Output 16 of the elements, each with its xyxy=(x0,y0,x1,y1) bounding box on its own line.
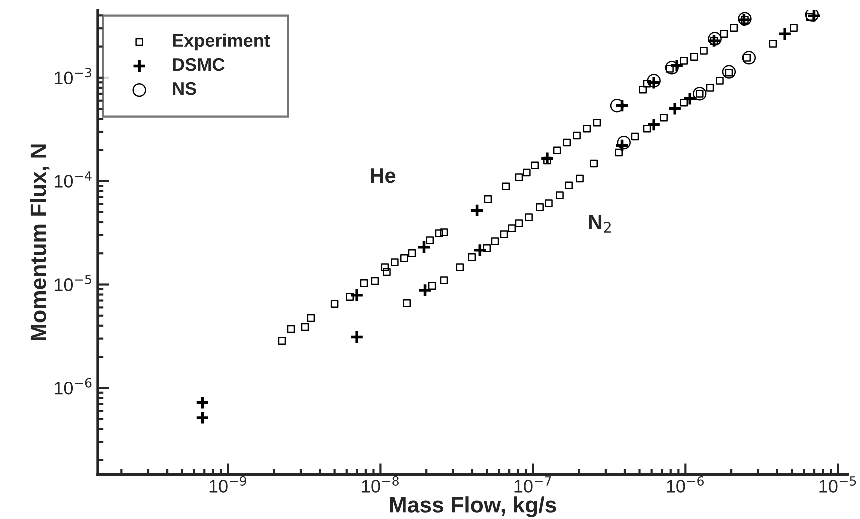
annotation: N$_{2}$ xyxy=(589,215,611,233)
y-tick-label: 10$^{−4}$ xyxy=(55,172,92,188)
y-axis-title: Momentum Flux, N xyxy=(30,144,50,341)
x-tick-label: 10$^{−6}$ xyxy=(667,476,704,493)
x-tick-label: 10$^{−9}$ xyxy=(210,476,246,493)
x-tick-label: 10$^{−5}$ xyxy=(820,476,856,493)
legend-label: DSMC xyxy=(173,58,225,72)
x-tick-label: 10$^{−7}$ xyxy=(514,476,552,493)
annotation: He xyxy=(371,168,396,184)
x-axis-title: Mass Flow, kg/s xyxy=(390,496,556,518)
y-tick-label: 10$^{−6}$ xyxy=(55,378,92,395)
legend-label: Experiment xyxy=(173,34,270,51)
x-tick-label: 10$^{−8}$ xyxy=(362,476,399,493)
y-tick-label: 10$^{−3}$ xyxy=(55,68,92,85)
y-tick-label: 10$^{−5}$ xyxy=(55,275,92,292)
legend-label: NS xyxy=(173,82,196,96)
